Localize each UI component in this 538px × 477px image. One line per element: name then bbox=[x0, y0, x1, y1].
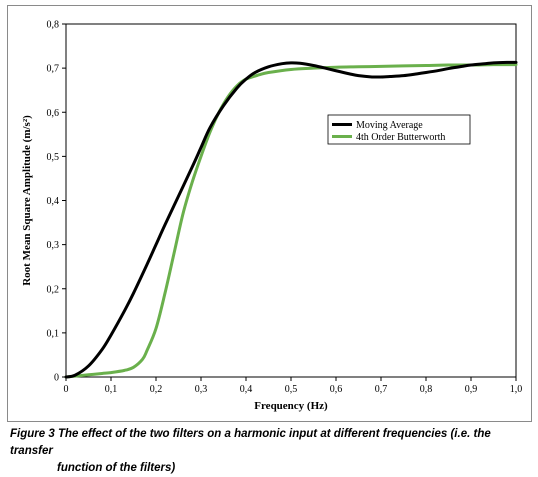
x-tick-label: 0,9 bbox=[465, 384, 478, 395]
x-tick-label: 0,7 bbox=[375, 384, 388, 395]
caption-text-line1: The effect of the two filters on a harmo… bbox=[10, 428, 491, 457]
y-tick-label: 0,3 bbox=[47, 240, 60, 251]
plot-border bbox=[65, 23, 517, 378]
y-axis-label: Root Mean Square Amplitude (m/s²) bbox=[21, 115, 33, 286]
y-tick-label: 0,8 bbox=[47, 20, 60, 31]
x-tick-label: 0,8 bbox=[420, 384, 433, 395]
x-tick-label: 0 bbox=[64, 384, 69, 395]
y-axis-ticks: 0 0,1 0,2 0,3 0,4 0,5 0,6 0,7 0,8 bbox=[47, 20, 66, 384]
x-tick-label: 0,3 bbox=[195, 384, 208, 395]
chart: 00,10,20,30,40,50,60,70,8 0 0,1 0,2 0,3 0,4 0… bbox=[21, 20, 523, 413]
y-tick-label: 0 bbox=[54, 373, 59, 384]
legend-box bbox=[327, 114, 471, 145]
series-layer bbox=[64, 60, 518, 379]
x-axis-label: Frequency (Hz) bbox=[254, 400, 328, 412]
plot-area bbox=[65, 23, 517, 378]
y-tick-label: 0,5 bbox=[47, 152, 60, 163]
x-tick-label: 0,2 bbox=[150, 384, 163, 395]
series-line-1 bbox=[64, 63, 518, 379]
y-tick-label: 0,4 bbox=[47, 196, 60, 207]
x-tick-label: 0,5 bbox=[285, 384, 298, 395]
legend-entry-1: 4th Order Butterworth bbox=[356, 132, 445, 143]
y-tick-label: 0,1 bbox=[47, 328, 60, 339]
y-tick-label: 0,2 bbox=[47, 284, 60, 295]
y-tick-label: 0,6 bbox=[47, 108, 60, 119]
series-line-0 bbox=[64, 60, 518, 379]
x-tick-label: 0,1 bbox=[105, 384, 118, 395]
x-tick-label: 0,6 bbox=[330, 384, 343, 395]
legend-entry-0: Moving Average bbox=[356, 120, 423, 131]
x-tick-label: 1,0 bbox=[510, 384, 523, 395]
figure-frame: 0 0,1 0,2 0,3 0,4 0,5 0,6 0,7 0,8 0 0,1 0,2 0,3 0,4 0… bbox=[7, 5, 532, 422]
y-tick-label: 0,7 bbox=[47, 64, 60, 75]
figure-caption: Figure 3 The effect of the two filters o… bbox=[10, 426, 530, 477]
x-tick-label: 0,4 bbox=[240, 384, 253, 395]
caption-label: Figure 3 bbox=[10, 428, 55, 440]
x-axis-ticks: 0 0,1 0,2 0,3 0,4 0,5 0,6 0,7 0,8 0,9 1,0 bbox=[64, 377, 523, 395]
